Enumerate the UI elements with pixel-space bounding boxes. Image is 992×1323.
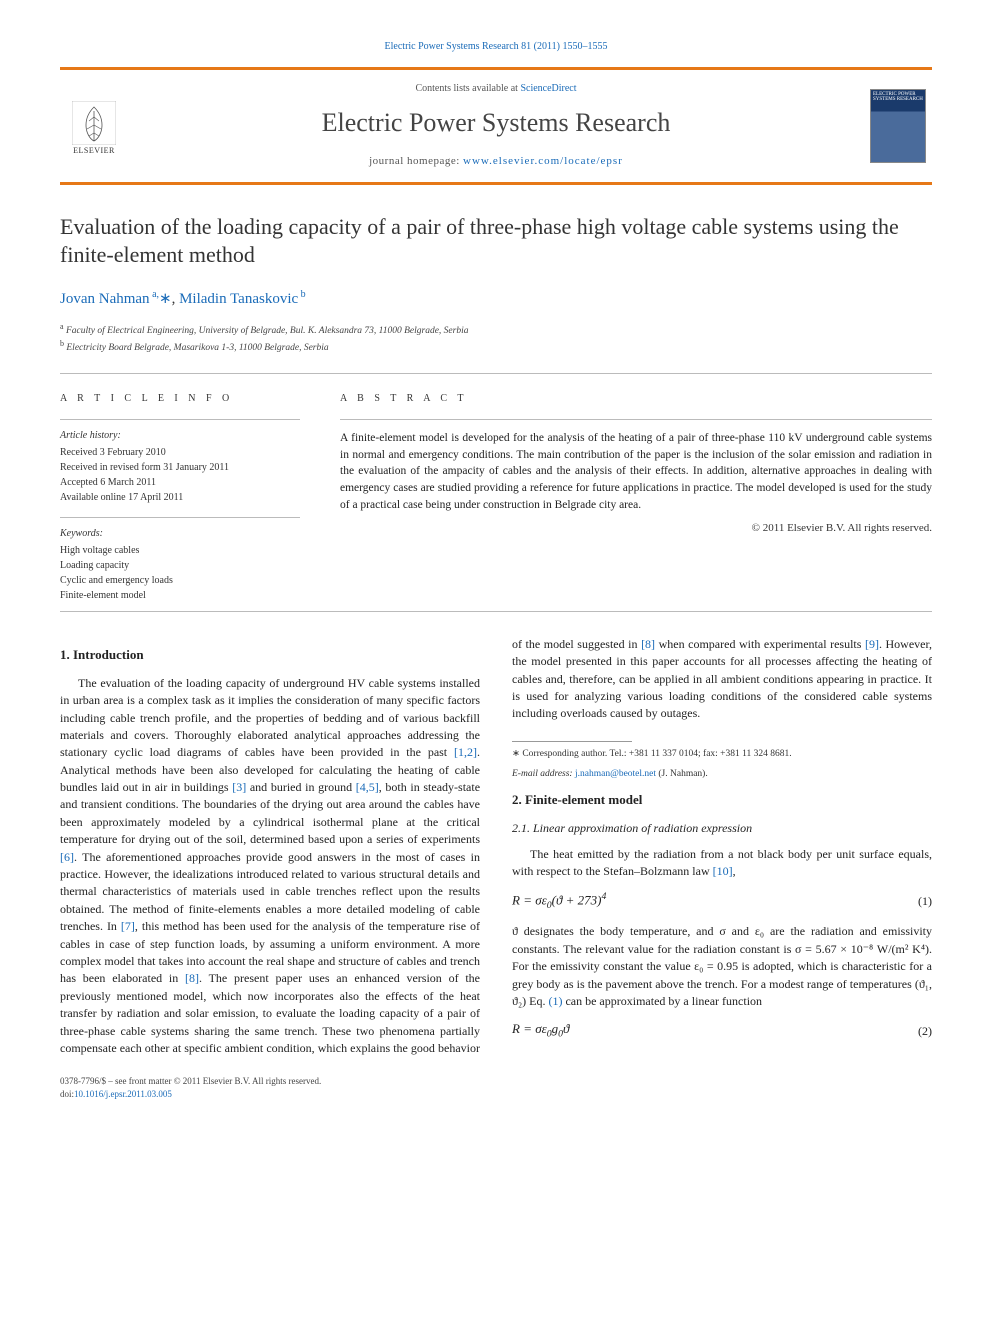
section-1-heading: 1. Introduction xyxy=(60,646,480,665)
s21-p2: ϑ designates the body temperature, and σ… xyxy=(512,923,932,1010)
divider xyxy=(60,373,932,374)
journal-name: Electric Power Systems Research xyxy=(136,104,856,142)
ref-link-8b[interactable]: [8] xyxy=(641,637,655,651)
s21-p1: The heat emitted by the radiation from a… xyxy=(512,846,932,881)
article-title: Evaluation of the loading capacity of a … xyxy=(60,213,932,270)
doi-line: doi:10.1016/j.epsr.2011.03.005 xyxy=(60,1088,932,1101)
keyword-4: Finite-element model xyxy=(60,588,300,603)
elsevier-tree-icon xyxy=(72,101,116,145)
author-2[interactable]: Miladin Tanaskovic xyxy=(179,291,298,307)
journal-homepage-link[interactable]: www.elsevier.com/locate/epsr xyxy=(463,155,623,167)
equation-2-body: R = σε0g0ϑ xyxy=(512,1020,902,1042)
affiliation-b-text: Electricity Board Belgrade, Masarikova 1… xyxy=(66,343,328,353)
history-revised: Received in revised form 31 January 2011 xyxy=(60,460,300,475)
history-head: Article history: xyxy=(60,428,300,443)
email-link[interactable]: j.nahman@beotel.net xyxy=(575,769,656,779)
equation-2: R = σε0g0ϑ (2) xyxy=(512,1020,932,1042)
article-history: Article history: Received 3 February 201… xyxy=(60,428,300,505)
author-list: Jovan Nahman a,∗, Miladin Tanaskovic b xyxy=(60,288,932,311)
section-2-heading: 2. Finite-element model xyxy=(512,791,932,810)
front-matter-line: 0378-7796/$ – see front matter © 2011 El… xyxy=(60,1075,932,1088)
publisher-logo-label: ELSEVIER xyxy=(73,145,115,157)
author-2-affil: b xyxy=(298,289,306,300)
doi-label: doi: xyxy=(60,1089,74,1099)
text-run: and buried in ground xyxy=(246,780,356,794)
contents-prefix: Contents lists available at xyxy=(415,83,520,94)
keywords-head: Keywords: xyxy=(60,526,300,541)
keyword-1: High voltage cables xyxy=(60,543,300,558)
article-body: 1. Introduction The evaluation of the lo… xyxy=(60,636,932,1057)
text-run: , xyxy=(733,864,736,878)
history-accepted: Accepted 6 March 2011 xyxy=(60,475,300,490)
eq-ref-1[interactable]: (1) xyxy=(548,994,562,1008)
journal-homepage-line: journal homepage: www.elsevier.com/locat… xyxy=(136,154,856,170)
keywords-block: Keywords: High voltage cables Loading ca… xyxy=(60,526,300,603)
publisher-logo: ELSEVIER xyxy=(66,95,122,157)
ref-link-10[interactable]: [10] xyxy=(713,864,733,878)
divider xyxy=(340,419,932,420)
abstract-copyright: © 2011 Elsevier B.V. All rights reserved… xyxy=(340,521,932,537)
corresponding-footnote: ∗ Corresponding author. Tel.: +381 11 33… xyxy=(512,748,932,762)
ref-link-8[interactable]: [8] xyxy=(185,971,199,985)
abstract-text: A finite-element model is developed for … xyxy=(340,430,932,513)
affiliation-a-text: Faculty of Electrical Engineering, Unive… xyxy=(66,326,469,336)
affiliation-a: a Faculty of Electrical Engineering, Uni… xyxy=(60,321,932,338)
keyword-3: Cyclic and emergency loads xyxy=(60,573,300,588)
affiliation-b: b Electricity Board Belgrade, Masarikova… xyxy=(60,338,932,355)
text-run: The evaluation of the loading capacity o… xyxy=(60,676,480,760)
history-received: Received 3 February 2010 xyxy=(60,445,300,460)
email-label: E-mail address: xyxy=(512,769,575,779)
ref-link-7[interactable]: [7] xyxy=(121,919,135,933)
text-run: when compared with experimental results xyxy=(655,637,865,651)
footnote-separator xyxy=(512,741,632,742)
contents-available-line: Contents lists available at ScienceDirec… xyxy=(136,82,856,97)
equation-1: R = σε0(ϑ + 273)4 (1) xyxy=(512,890,932,913)
issn-footer: 0378-7796/$ – see front matter © 2011 El… xyxy=(60,1075,932,1101)
divider xyxy=(60,611,932,612)
affiliations: a Faculty of Electrical Engineering, Uni… xyxy=(60,321,932,356)
keyword-2: Loading capacity xyxy=(60,558,300,573)
text-run: can be approximated by a linear function xyxy=(562,994,762,1008)
ref-link-4-5[interactable]: [4,5] xyxy=(356,780,379,794)
ref-link-6[interactable]: [6] xyxy=(60,850,74,864)
email-tail: (J. Nahman). xyxy=(656,769,708,779)
abstract-label: A B S T R A C T xyxy=(340,392,932,407)
abstract-column: A B S T R A C T A finite-element model i… xyxy=(340,378,932,603)
history-online: Available online 17 April 2011 xyxy=(60,490,300,505)
equation-1-number: (1) xyxy=(902,893,932,910)
journal-reference: Electric Power Systems Research 81 (2011… xyxy=(60,40,932,55)
journal-banner: ELSEVIER Contents lists available at Sci… xyxy=(60,67,932,185)
article-info-label: A R T I C L E I N F O xyxy=(60,392,300,407)
doi-link[interactable]: 10.1016/j.epsr.2011.03.005 xyxy=(74,1089,172,1099)
banner-center: Contents lists available at ScienceDirec… xyxy=(136,82,856,170)
homepage-prefix: journal homepage: xyxy=(369,155,463,167)
divider xyxy=(60,419,300,420)
equation-2-number: (2) xyxy=(902,1023,932,1040)
article-info-column: A R T I C L E I N F O Article history: R… xyxy=(60,378,300,603)
email-footnote: E-mail address: j.nahman@beotel.net (J. … xyxy=(512,768,932,782)
equation-1-body: R = σε0(ϑ + 273)4 xyxy=(512,890,902,913)
ref-link-9[interactable]: [9] xyxy=(865,637,879,651)
section-2-1-heading: 2.1. Linear approximation of radiation e… xyxy=(512,820,932,837)
author-1[interactable]: Jovan Nahman xyxy=(60,291,150,307)
sciencedirect-link[interactable]: ScienceDirect xyxy=(520,83,576,94)
ref-link-3[interactable]: [3] xyxy=(232,780,246,794)
journal-ref-link[interactable]: Electric Power Systems Research 81 (2011… xyxy=(385,41,608,52)
corresponding-mark[interactable]: ∗ xyxy=(159,291,172,307)
info-abstract-row: A R T I C L E I N F O Article history: R… xyxy=(60,378,932,603)
author-1-affil: a, xyxy=(150,289,159,300)
cover-title: ELECTRIC POWER SYSTEMS RESEARCH xyxy=(873,92,923,103)
ref-link-1-2[interactable]: [1,2] xyxy=(454,745,477,759)
divider xyxy=(60,517,300,518)
journal-cover-thumbnail: ELECTRIC POWER SYSTEMS RESEARCH xyxy=(870,89,926,163)
